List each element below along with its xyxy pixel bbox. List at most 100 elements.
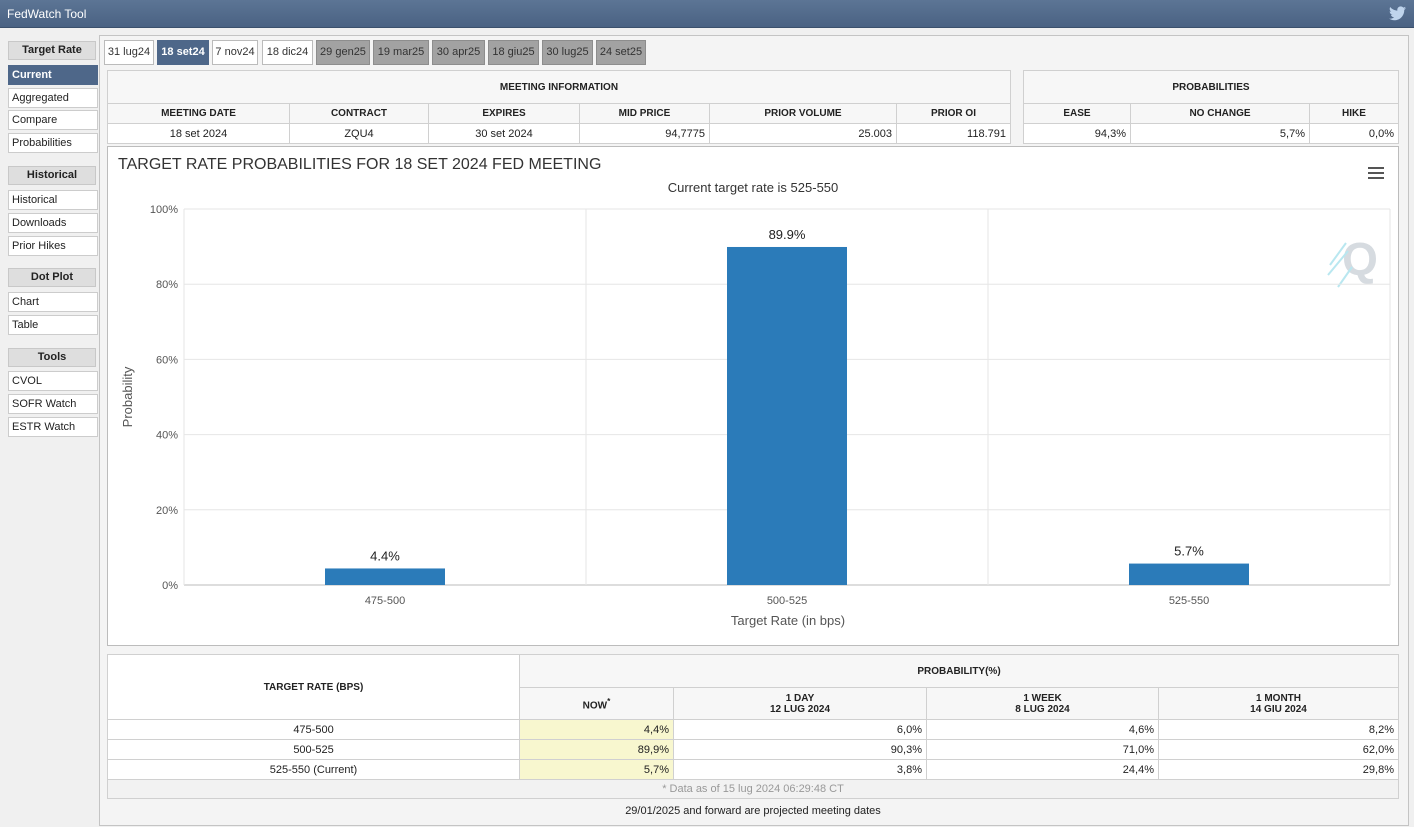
- sidebar-heading-tools: Tools: [8, 348, 96, 367]
- chart-title: TARGET RATE PROBABILITIES FOR 18 SET 202…: [118, 156, 601, 173]
- bar-500-525[interactable]: [727, 246, 847, 585]
- x-tick-label: 475-500: [365, 595, 405, 607]
- bar-525-550[interactable]: [1129, 563, 1249, 585]
- tab-meeting[interactable]: 24 set25: [596, 40, 646, 65]
- sidebar-item-probabilities[interactable]: Probabilities: [8, 133, 98, 153]
- day-cell: 3,8%: [673, 759, 927, 780]
- tab-meeting[interactable]: 18 giu25: [488, 40, 539, 65]
- sidebar-item-aggregated[interactable]: Aggregated: [8, 88, 98, 108]
- now-footnote-marker: *: [607, 695, 611, 706]
- x-tick-label: 500-525: [767, 595, 807, 607]
- y-tick-label: 40%: [156, 430, 178, 442]
- col-1-day: 1 DAY 12 LUG 2024: [673, 687, 927, 720]
- day-cell: 90,3%: [673, 739, 927, 760]
- rate-cell: 475-500: [107, 719, 520, 740]
- col-no-change: NO CHANGE: [1130, 103, 1310, 124]
- col-1-week-label: 1 WEEK: [1023, 692, 1062, 704]
- rate-cell: 500-525: [107, 739, 520, 760]
- sidebar-item-downloads[interactable]: Downloads: [8, 213, 98, 233]
- now-cell: 89,9%: [519, 739, 674, 760]
- col-1-month-date: 14 GIU 2024: [1250, 703, 1307, 715]
- main-panel: 31 lug24 18 set24 7 nov24 18 dic24 29 ge…: [99, 35, 1409, 826]
- twitter-icon[interactable]: [1389, 6, 1406, 24]
- week-cell: 4,6%: [926, 719, 1159, 740]
- bar-data-label: 4.4%: [370, 548, 400, 563]
- col-prior-oi: PRIOR OI: [896, 103, 1011, 124]
- expires-value: 30 set 2024: [428, 123, 580, 144]
- tab-meeting[interactable]: 18 dic24: [262, 40, 313, 65]
- probability-group-header: PROBABILITY(%): [519, 654, 1399, 688]
- mid-price-value: 94,7775: [579, 123, 710, 144]
- y-tick-label: 20%: [156, 505, 178, 517]
- sidebar-item-current[interactable]: Current: [8, 65, 98, 85]
- sidebar-heading-dot-plot: Dot Plot: [8, 268, 96, 287]
- no-change-value: 5,7%: [1130, 123, 1310, 144]
- sidebar-item-table[interactable]: Table: [8, 315, 98, 335]
- bar-475-500[interactable]: [325, 568, 445, 585]
- sidebar-item-compare[interactable]: Compare: [8, 110, 98, 130]
- probability-table: TARGET RATE (BPS) PROBABILITY(%) NOW* 1 …: [107, 654, 1399, 799]
- probabilities-summary-table: PROBABILITIES EASE NO CHANGE HIKE 94,3% …: [1023, 70, 1399, 144]
- table-row: 475-500 4,4% 6,0% 4,6% 8,2%: [107, 719, 1399, 740]
- tab-meeting[interactable]: 30 apr25: [432, 40, 485, 65]
- prior-oi-value: 118.791: [896, 123, 1011, 144]
- meeting-date-value: 18 set 2024: [107, 123, 290, 144]
- sidebar-heading-target-rate: Target Rate: [8, 41, 96, 60]
- sidebar-heading-historical: Historical: [8, 166, 96, 185]
- col-contract: CONTRACT: [289, 103, 429, 124]
- app-title: FedWatch Tool: [7, 7, 87, 21]
- col-1-month-label: 1 MONTH: [1256, 692, 1301, 704]
- sidebar-item-sofr-watch[interactable]: SOFR Watch: [8, 394, 98, 414]
- app-title-bar: FedWatch Tool: [0, 0, 1414, 28]
- chart-subtitle: Current target rate is 525-550: [668, 180, 839, 195]
- sidebar-item-historical[interactable]: Historical: [8, 190, 98, 210]
- sidebar-item-prior-hikes[interactable]: Prior Hikes: [8, 236, 98, 256]
- table-row: 500-525 89,9% 90,3% 71,0% 62,0%: [107, 739, 1399, 760]
- col-1-day-date: 12 LUG 2024: [769, 703, 831, 715]
- week-cell: 71,0%: [926, 739, 1159, 760]
- x-axis-title: Target Rate (in bps): [731, 613, 845, 628]
- q-watermark-icon: Q: [1327, 233, 1378, 288]
- col-hike: HIKE: [1309, 103, 1399, 124]
- month-cell: 8,2%: [1158, 719, 1399, 740]
- bar-data-label: 5.7%: [1174, 544, 1204, 559]
- watermark-letter: Q: [1342, 233, 1378, 285]
- col-now: NOW*: [519, 687, 674, 720]
- tab-meeting[interactable]: 31 lug24: [104, 40, 154, 65]
- probabilities-title: PROBABILITIES: [1023, 70, 1399, 104]
- col-ease: EASE: [1023, 103, 1131, 124]
- meeting-info-title: MEETING INFORMATION: [107, 70, 1011, 104]
- hike-value: 0,0%: [1309, 123, 1399, 144]
- tab-meeting[interactable]: 19 mar25: [373, 40, 429, 65]
- y-axis-title: Probability: [120, 366, 135, 427]
- y-tick-label: 0%: [162, 580, 178, 592]
- col-meeting-date: MEETING DATE: [107, 103, 290, 124]
- projected-dates-note: 29/01/2025 and forward are projected mee…: [625, 805, 881, 817]
- month-cell: 62,0%: [1158, 739, 1399, 760]
- bar-data-label: 89.9%: [769, 227, 806, 242]
- chart-panel: TARGET RATE PROBABILITIES FOR 18 SET 202…: [107, 146, 1399, 646]
- now-label: NOW: [582, 700, 608, 712]
- col-target-rate: TARGET RATE (BPS): [107, 654, 520, 720]
- tab-meeting[interactable]: 30 lug25: [542, 40, 593, 65]
- rate-cell: 525-550 (Current): [107, 759, 520, 780]
- sidebar-item-estr-watch[interactable]: ESTR Watch: [8, 417, 98, 437]
- col-1-month: 1 MONTH 14 GIU 2024: [1158, 687, 1399, 720]
- tab-meeting[interactable]: 18 set24: [157, 40, 209, 65]
- col-expires: EXPIRES: [428, 103, 580, 124]
- sidebar-item-cvol[interactable]: CVOL: [8, 371, 98, 391]
- sidebar-item-chart[interactable]: Chart: [8, 292, 98, 312]
- prior-volume-value: 25.003: [709, 123, 897, 144]
- tab-meeting[interactable]: 7 nov24: [212, 40, 258, 65]
- hamburger-menu-icon[interactable]: [1368, 167, 1384, 179]
- y-tick-label: 60%: [156, 354, 178, 366]
- col-1-day-label: 1 DAY: [785, 692, 815, 704]
- tab-meeting[interactable]: 29 gen25: [316, 40, 370, 65]
- day-cell: 6,0%: [673, 719, 927, 740]
- col-prior-volume: PRIOR VOLUME: [709, 103, 897, 124]
- now-cell: 5,7%: [519, 759, 674, 780]
- month-cell: 29,8%: [1158, 759, 1399, 780]
- ease-value: 94,3%: [1023, 123, 1131, 144]
- y-tick-label: 100%: [150, 204, 178, 216]
- probability-chart: TARGET RATE PROBABILITIES FOR 18 SET 202…: [118, 156, 1391, 628]
